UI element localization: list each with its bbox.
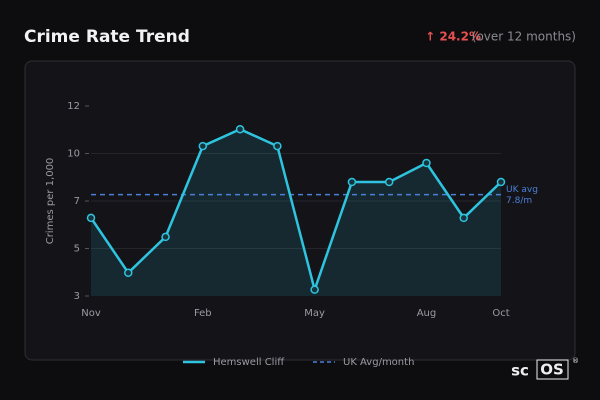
x-tick-label: Aug: [417, 308, 437, 319]
change-value: ↑ 24.2%: [425, 30, 481, 44]
reference-annotation: 7.8/m: [506, 196, 532, 206]
point: [310, 285, 319, 294]
point: [273, 141, 282, 151]
point: [459, 213, 468, 223]
x-tick-label: Feb: [194, 308, 212, 319]
y-tick-label: 3: [74, 291, 80, 302]
reference-annotation: UK avg: [506, 185, 538, 195]
series-line: [89, 127, 502, 294]
point: [161, 232, 170, 242]
x-tick-label: Nov: [81, 308, 101, 319]
y-tick-label: 10: [67, 149, 80, 160]
point: [124, 268, 133, 278]
chart-title: Crime Rate Trend: [24, 27, 190, 47]
point: [198, 141, 208, 151]
y-tick-label: 7: [74, 196, 80, 207]
point: [347, 177, 357, 187]
point: [86, 213, 96, 223]
point: [384, 177, 394, 187]
change-period: (over 12 months): [472, 30, 576, 44]
legend-label: UK Avg/month: [343, 357, 414, 368]
y-tick-label: 12: [67, 101, 80, 112]
logo-left: sc: [511, 362, 529, 380]
x-tick-label: May: [304, 308, 325, 319]
y-tick-label: 5: [74, 244, 80, 255]
y-axis-label: Crimes per 1,000: [45, 158, 56, 245]
chart-panel: [24, 60, 576, 361]
logo-right: OS: [540, 361, 564, 379]
point: [235, 124, 245, 134]
x-tick-label: Oct: [492, 308, 509, 319]
logo-mark: ®: [572, 357, 579, 365]
legend-label: Hemswell Cliff: [213, 357, 285, 368]
logo-box: [536, 359, 569, 380]
point: [496, 177, 506, 187]
point: [422, 158, 431, 168]
